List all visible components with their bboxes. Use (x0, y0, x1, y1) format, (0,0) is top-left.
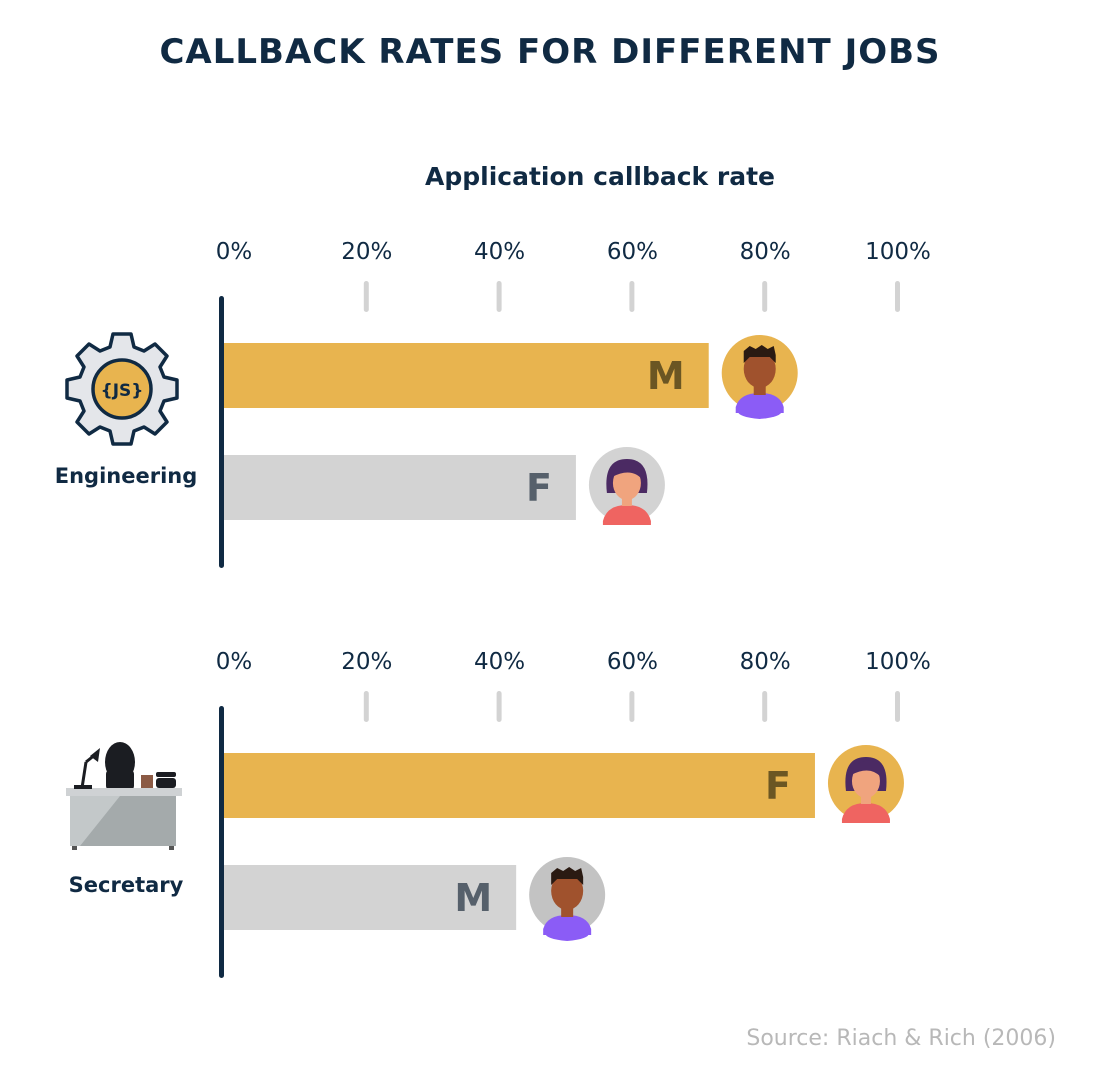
woman-avatar (827, 745, 904, 823)
tick-mark (363, 691, 369, 722)
tick-label: 20% (341, 649, 392, 675)
tick-mark (629, 691, 635, 722)
tick-label: 40% (474, 239, 525, 265)
svg-text:{JS}: {JS} (101, 381, 144, 401)
x-axis-title: Application callback rate (424, 162, 775, 191)
tick-mark (629, 281, 635, 312)
category-label-engineering: Engineering (54, 464, 198, 488)
bar-label: F (526, 466, 552, 510)
tick-label: 100% (865, 649, 931, 675)
bar (224, 343, 709, 408)
tick-label: 80% (740, 239, 791, 265)
tick-label: 60% (607, 649, 658, 675)
chart-groups: 0% 20% 40% 60% 80% 100% M F 0% 20% 40% 60% 80% 100% F M (216, 239, 931, 978)
bar (224, 753, 815, 818)
source-note: Source: Riach & Rich (2006) (746, 1026, 1056, 1051)
chart-group-1: 0% 20% 40% 60% 80% 100% F M (216, 649, 931, 978)
tick-mark (496, 281, 502, 312)
bar (224, 865, 517, 930)
y-axis-line (219, 296, 224, 568)
tick-label: 20% (341, 239, 392, 265)
tick-label: 80% (740, 649, 791, 675)
woman-avatar (588, 447, 665, 525)
bar-label: M (647, 354, 685, 398)
bar-label: M (454, 876, 492, 920)
tick-label: 0% (216, 649, 253, 675)
y-axis-line (219, 706, 224, 978)
bar-label: F (765, 764, 791, 808)
category-label-secretary: Secretary (68, 873, 184, 897)
tick-mark (496, 691, 502, 722)
bar (224, 455, 576, 520)
tick-mark (363, 281, 369, 312)
tick-label: 40% (474, 649, 525, 675)
tick-mark (762, 691, 768, 722)
chart-title: CALLBACK RATES FOR DIFFERENT JOBS (159, 32, 941, 72)
gear-js-icon: {JS} (65, 332, 179, 446)
man-avatar (529, 857, 606, 941)
tick-mark (895, 281, 900, 312)
tick-label: 60% (607, 239, 658, 265)
tick-mark (762, 281, 768, 312)
office-desk-icon (66, 742, 182, 850)
tick-label: 100% (865, 239, 931, 265)
tick-mark (895, 691, 900, 722)
tick-label: 0% (216, 239, 253, 265)
chart-group-0: 0% 20% 40% 60% 80% 100% M F (216, 239, 931, 568)
man-avatar (721, 335, 798, 419)
